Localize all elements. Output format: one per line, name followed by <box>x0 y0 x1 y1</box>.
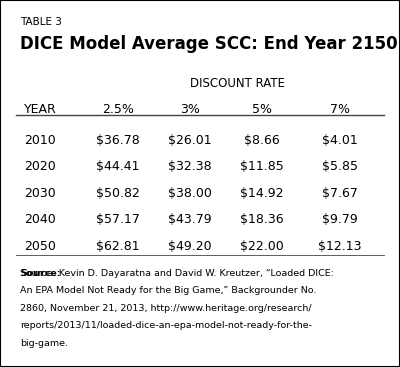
Text: 5%: 5% <box>252 103 272 116</box>
Text: $36.78: $36.78 <box>96 134 140 147</box>
Text: $32.38: $32.38 <box>168 160 212 173</box>
Text: 2020: 2020 <box>24 160 56 173</box>
Text: 3%: 3% <box>180 103 200 116</box>
Text: Source: Kevin D. Dayaratna and David W. Kreutzer, “Loaded DICE:: Source: Kevin D. Dayaratna and David W. … <box>20 269 334 278</box>
Text: $38.00: $38.00 <box>168 187 212 200</box>
Text: $49.20: $49.20 <box>168 240 212 252</box>
Text: 2040: 2040 <box>24 213 56 226</box>
Text: $50.82: $50.82 <box>96 187 140 200</box>
Text: $5.85: $5.85 <box>322 160 358 173</box>
Text: $12.13: $12.13 <box>318 240 362 252</box>
Text: $9.79: $9.79 <box>322 213 358 226</box>
Text: $14.92: $14.92 <box>240 187 284 200</box>
Text: TABLE 3: TABLE 3 <box>20 17 62 26</box>
Text: $26.01: $26.01 <box>168 134 212 147</box>
Text: YEAR: YEAR <box>24 103 57 116</box>
Text: DISCOUNT RATE: DISCOUNT RATE <box>190 77 286 90</box>
Text: $11.85: $11.85 <box>240 160 284 173</box>
Text: $44.41: $44.41 <box>96 160 140 173</box>
Text: An EPA Model Not Ready for the Big Game,” Backgrounder No.: An EPA Model Not Ready for the Big Game,… <box>20 286 316 295</box>
Text: $57.17: $57.17 <box>96 213 140 226</box>
Text: $62.81: $62.81 <box>96 240 140 252</box>
Text: $43.79: $43.79 <box>168 213 212 226</box>
Text: $7.67: $7.67 <box>322 187 358 200</box>
Text: $8.66: $8.66 <box>244 134 280 147</box>
Text: 2050: 2050 <box>24 240 56 252</box>
Text: $18.36: $18.36 <box>240 213 284 226</box>
Text: 2.5%: 2.5% <box>102 103 134 116</box>
Text: $22.00: $22.00 <box>240 240 284 252</box>
Text: big-game.: big-game. <box>20 339 68 348</box>
Text: Source:: Source: <box>20 269 60 278</box>
Text: 7%: 7% <box>330 103 350 116</box>
Text: 2010: 2010 <box>24 134 56 147</box>
Text: reports/2013/11/loaded-dice-an-epa-model-not-ready-for-the-: reports/2013/11/loaded-dice-an-epa-model… <box>20 321 312 331</box>
Text: DICE Model Average SCC: End Year 2150: DICE Model Average SCC: End Year 2150 <box>20 35 398 53</box>
Text: 2030: 2030 <box>24 187 56 200</box>
Text: $4.01: $4.01 <box>322 134 358 147</box>
Text: 2860, November 21, 2013, http://www.heritage.org/research/: 2860, November 21, 2013, http://www.heri… <box>20 304 312 313</box>
